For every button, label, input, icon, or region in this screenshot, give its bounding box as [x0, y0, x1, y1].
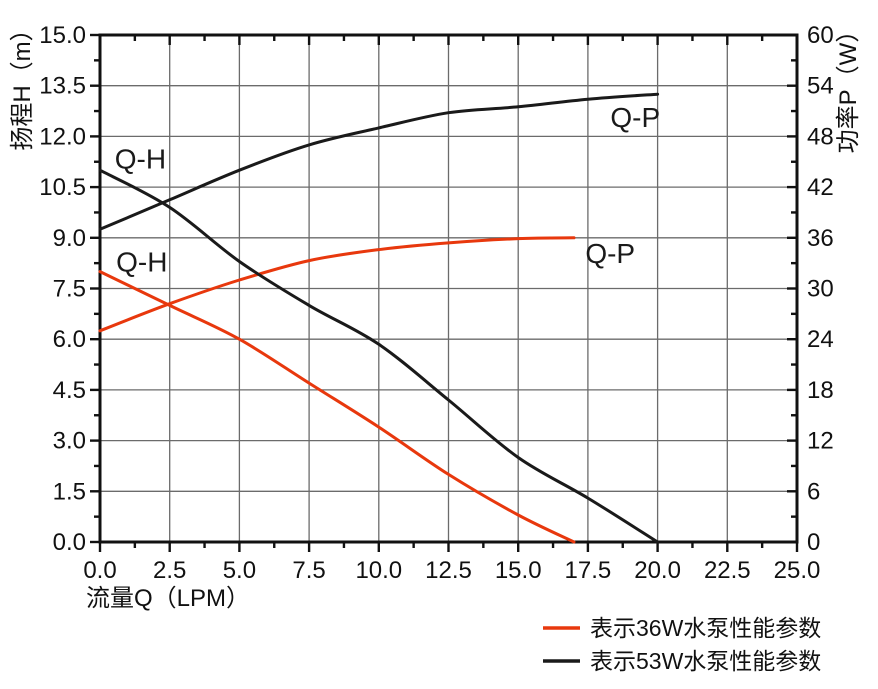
curve-label-q-h: Q-H — [115, 143, 166, 174]
x-axis-tick-label: 22.5 — [704, 557, 751, 584]
series-curve-qh-53w — [98, 168, 660, 544]
legend-label-53w: 表示53W水泵性能参数 — [590, 648, 821, 674]
x-axis-title: 流量Q（LPM） — [86, 585, 250, 612]
legend-label-36w: 表示36W水泵性能参数 — [590, 615, 821, 641]
curve-label-q-p: Q-P — [585, 238, 635, 269]
y-right-tick-label: 42 — [807, 174, 834, 201]
curve-labels-layer: Q-H Q-H Q-P Q-P — [115, 102, 660, 277]
curve-label-q-p: Q-P — [610, 102, 660, 133]
x-axis-tick-label: 2.5 — [153, 557, 186, 584]
curve-label-q-h: Q-H — [116, 246, 167, 277]
y-right-tick-label: 24 — [807, 326, 834, 353]
x-axis-tick-label: 10.0 — [355, 557, 402, 584]
y-right-tick-label: 12 — [807, 428, 834, 455]
x-axis-tick-label: 5.0 — [223, 557, 256, 584]
y-left-tick-label: 12.0 — [39, 123, 86, 150]
y-right-tick-label: 36 — [807, 225, 834, 252]
curves-layer — [98, 92, 660, 544]
y-axis-right-title: 功率P（W） — [835, 19, 862, 154]
y-right-tick-label: 48 — [807, 123, 834, 150]
x-axis-tick-label: 12.5 — [425, 557, 472, 584]
y-left-tick-label: 1.5 — [53, 478, 86, 505]
y-left-tick-label: 13.5 — [39, 73, 86, 100]
y-axis-left-title: 扬程H（m） — [9, 17, 36, 150]
x-axis-tick-label: 15.0 — [495, 557, 542, 584]
y-left-tick-label: 0.0 — [53, 529, 86, 556]
y-left-tick-label: 6.0 — [53, 326, 86, 353]
x-axis-tick-label: 7.5 — [292, 557, 325, 584]
series-curve-qp-53w — [98, 92, 660, 231]
y-left-tick-label: 15.0 — [39, 22, 86, 49]
series-curve-qh-36w — [98, 270, 576, 544]
y-right-tick-label: 6 — [807, 478, 820, 505]
y-left-tick-label: 7.5 — [53, 276, 86, 303]
x-axis-tick-label: 20.0 — [634, 557, 681, 584]
x-axis-tick-label: 17.5 — [565, 557, 612, 584]
ticks-layer — [90, 33, 799, 552]
y-right-tick-label: 18 — [807, 377, 834, 404]
y-right-tick-label: 0 — [807, 529, 820, 556]
y-left-tick-label: 10.5 — [39, 174, 86, 201]
grid-layer — [100, 35, 797, 542]
x-axis-tick-label: 0.0 — [83, 557, 116, 584]
y-right-tick-label: 60 — [807, 22, 834, 49]
x-axis-tick-label: 25.0 — [774, 557, 821, 584]
tick-labels-layer: 0.0 2.5 5.0 7.5 10.0 12.5 15.0 17.5 20.0 22.5 25.0… — [39, 22, 833, 584]
y-right-tick-label: 54 — [807, 73, 834, 100]
y-left-tick-label: 9.0 — [53, 225, 86, 252]
series-curve-qp-36w — [98, 236, 576, 333]
y-left-tick-label: 4.5 — [53, 377, 86, 404]
y-left-tick-label: 3.0 — [53, 428, 86, 455]
y-right-tick-label: 30 — [807, 276, 834, 303]
